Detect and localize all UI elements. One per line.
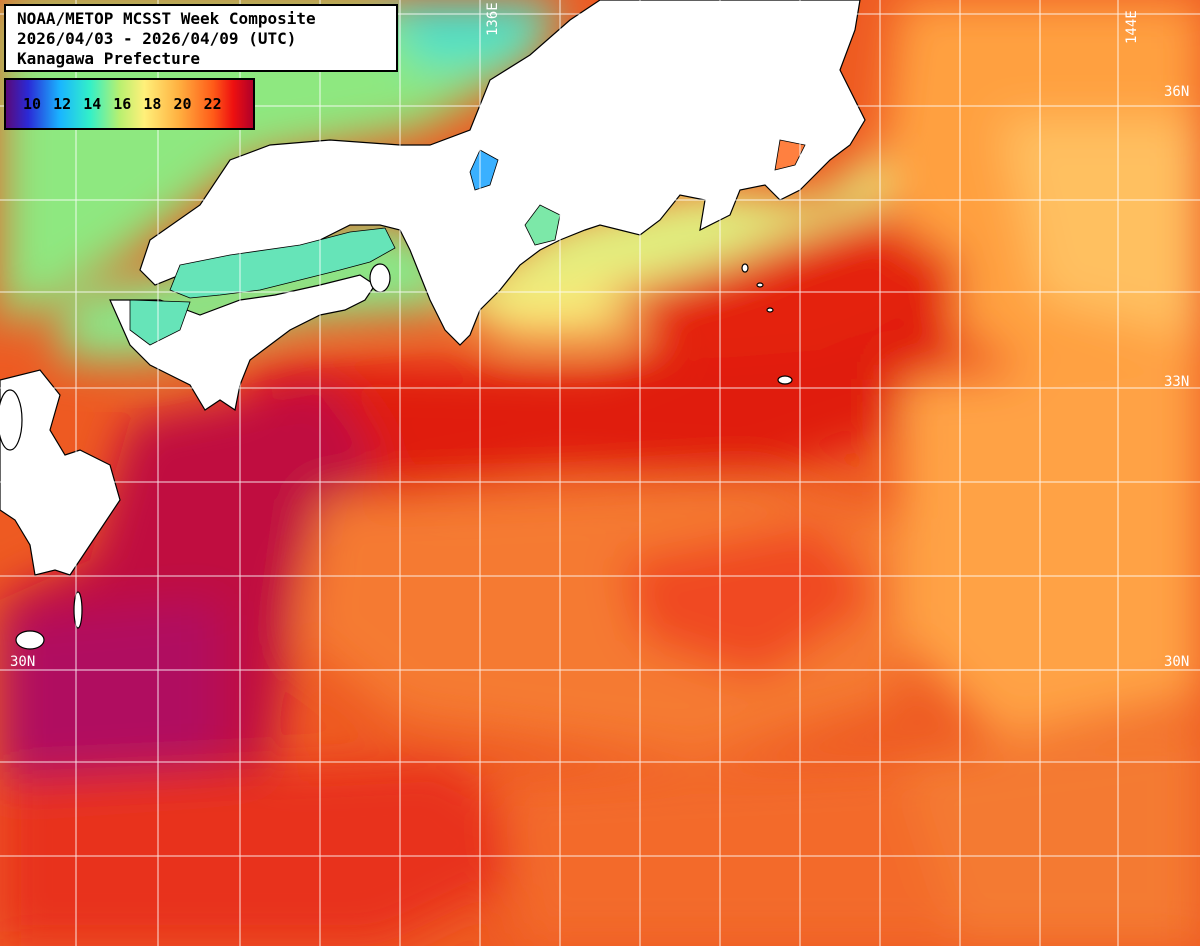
map-title: NOAA/METOP MCSST Week Composite — [17, 9, 316, 28]
lat-label-30n-right: 30N — [1164, 654, 1189, 670]
land-masses — [0, 0, 866, 650]
date-range: 2026/04/03 - 2026/04/09 (UTC) — [17, 29, 297, 48]
lat-label-36n: 36N — [1164, 84, 1189, 100]
legend-label: 14 — [83, 95, 102, 113]
lon-label-136e: 136E — [485, 2, 501, 36]
map-title-box: NOAA/METOP MCSST Week Composite 2026/04/… — [4, 4, 398, 72]
legend-label: 12 — [53, 95, 72, 113]
honshu-land — [139, 0, 866, 346]
color-scale-legend: 10 12 14 16 18 20 22 — [4, 78, 255, 130]
legend-label: 10 — [23, 95, 42, 113]
inland-sea — [129, 139, 806, 346]
legend-label: 22 — [203, 95, 222, 113]
region-name: Kanagawa Prefecture — [17, 49, 201, 68]
legend-label: 16 — [113, 95, 132, 113]
legend-label: 20 — [173, 95, 192, 113]
legend-label: 18 — [143, 95, 162, 113]
kyushu-land — [0, 369, 121, 576]
lon-label-144e: 144E — [1124, 10, 1140, 44]
lat-label-30n-left: 30N — [10, 654, 35, 670]
grid-labels: 136E 144E 36N 33N 30N 30N — [10, 2, 1189, 670]
lat-label-33n: 33N — [1164, 374, 1189, 390]
legend-labels: 10 12 14 16 18 20 22 — [23, 95, 222, 113]
